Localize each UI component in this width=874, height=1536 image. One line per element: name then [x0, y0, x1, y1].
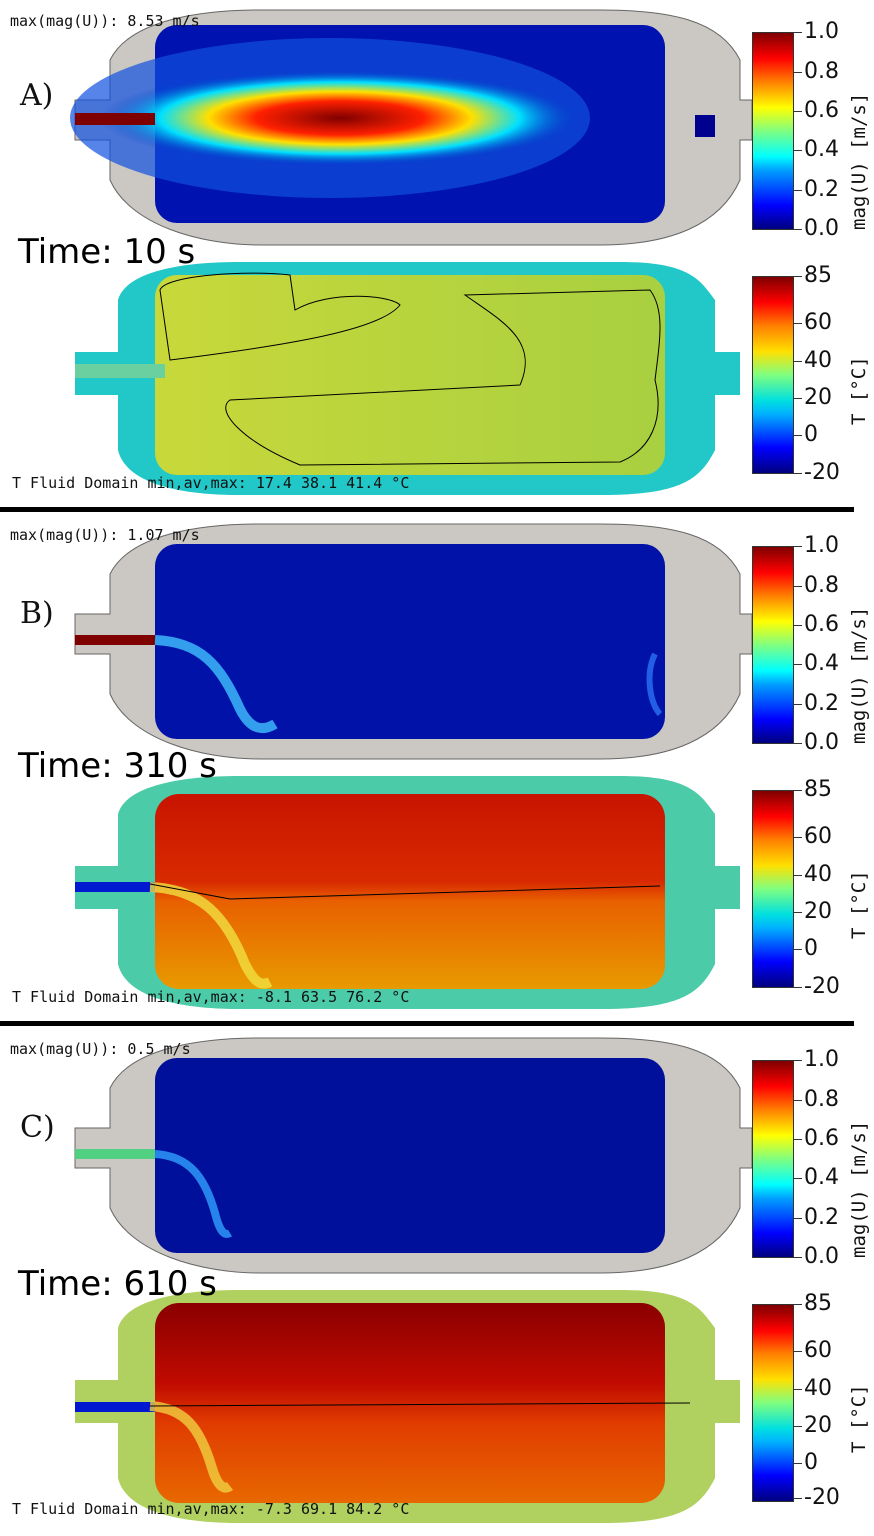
time-label-c: Time: 610 s [18, 1264, 217, 1304]
velocity-tick: 1.0 [804, 533, 839, 558]
temperature-stats-c: T Fluid Domain min,av,max: -7.3 69.1 84.… [12, 1500, 410, 1518]
velocity-tick: 0.0 [804, 730, 839, 755]
time-label-a: Time: 10 s [18, 232, 196, 272]
temperature-tick: 40 [804, 348, 832, 373]
panel-a-graphics [70, 9, 753, 495]
velocity-tank-a [70, 9, 753, 246]
panel-label-c: C) [20, 1110, 55, 1145]
temperature-tick: 40 [804, 1376, 832, 1401]
velocity-colorbar-title-b: mag(U) [m/s] [848, 606, 870, 744]
velocity-tank-b [74, 523, 753, 760]
panel-c: max(mag(U)): 0.5 m/s C) Time: 610 s T Fl… [0, 1028, 874, 1536]
panel-b: max(mag(U)): 1.07 m/s B) Time: 310 s T F… [0, 514, 874, 1022]
velocity-tick: 0.8 [804, 1087, 839, 1112]
velocity-tick: 0.0 [804, 1244, 839, 1269]
max-velocity-readout-a: max(mag(U)): 8.53 m/s [10, 12, 200, 30]
velocity-tick: 0.8 [804, 573, 839, 598]
temperature-colorbar-c [752, 1304, 794, 1502]
temperature-tick: 60 [804, 824, 832, 849]
temperature-tick: 85 [804, 1291, 832, 1316]
velocity-tick: 0.2 [804, 1205, 839, 1230]
time-label-b: Time: 310 s [18, 746, 217, 786]
divider [0, 507, 854, 512]
temperature-colorbar-title-b: T [°C] [848, 870, 870, 939]
panel-a: max(mag(U)): 8.53 m/s A) Time: 10 s T Fl… [0, 0, 874, 508]
velocity-colorbar-title-a: mag(U) [m/s] [848, 92, 870, 230]
velocity-tick: 0.4 [804, 651, 839, 676]
divider [0, 1021, 854, 1026]
panel-label-b: B) [20, 596, 54, 631]
velocity-tick: 1.0 [804, 19, 839, 44]
velocity-colorbar-b [752, 546, 794, 744]
temperature-tank-c [75, 1290, 740, 1523]
temperature-tank-b [75, 776, 740, 1009]
temperature-tick: -20 [804, 974, 840, 999]
velocity-tick: 0.2 [804, 177, 839, 202]
panel-label-a: A) [20, 78, 54, 113]
temperature-tick: -20 [804, 1485, 840, 1510]
velocity-tick: 0.6 [804, 98, 839, 123]
velocity-tank-c [74, 1037, 753, 1274]
velocity-tick: 0.8 [804, 59, 839, 84]
temperature-tick: 20 [804, 385, 832, 410]
temperature-tick: -20 [804, 460, 840, 485]
temperature-tick: 85 [804, 777, 832, 802]
temperature-tick: 0 [804, 422, 818, 447]
panel-c-graphics [74, 1037, 753, 1523]
velocity-tick: 0.6 [804, 1126, 839, 1151]
velocity-colorbar-c [752, 1060, 794, 1258]
velocity-tick: 1.0 [804, 1047, 839, 1072]
temperature-tick: 60 [804, 310, 832, 335]
temperature-tick: 60 [804, 1338, 832, 1363]
velocity-tick: 0.4 [804, 137, 839, 162]
temperature-stats-a: T Fluid Domain min,av,max: 17.4 38.1 41.… [12, 474, 410, 492]
temperature-tick: 85 [804, 263, 832, 288]
temperature-stats-b: T Fluid Domain min,av,max: -8.1 63.5 76.… [12, 988, 410, 1006]
max-velocity-readout-b: max(mag(U)): 1.07 m/s [10, 526, 200, 544]
velocity-colorbar-title-c: mag(U) [m/s] [848, 1120, 870, 1258]
velocity-tick: 0.2 [804, 691, 839, 716]
max-velocity-readout-c: max(mag(U)): 0.5 m/s [10, 1040, 191, 1058]
temperature-tick: 0 [804, 936, 818, 961]
velocity-tick: 0.4 [804, 1165, 839, 1190]
temperature-tick: 0 [804, 1450, 818, 1475]
temperature-tick: 20 [804, 1413, 832, 1438]
temperature-tick: 20 [804, 899, 832, 924]
panel-b-graphics [74, 523, 753, 1009]
temperature-tick: 40 [804, 862, 832, 887]
temperature-colorbar-title-c: T [°C] [848, 1384, 870, 1453]
temperature-colorbar-b [752, 790, 794, 988]
temperature-tank-a [75, 262, 740, 495]
temperature-colorbar-a [752, 276, 794, 474]
velocity-tick: 0.6 [804, 612, 839, 637]
velocity-colorbar-a [752, 32, 794, 230]
temperature-colorbar-title-a: T [°C] [848, 356, 870, 425]
velocity-tick: 0.0 [804, 216, 839, 241]
